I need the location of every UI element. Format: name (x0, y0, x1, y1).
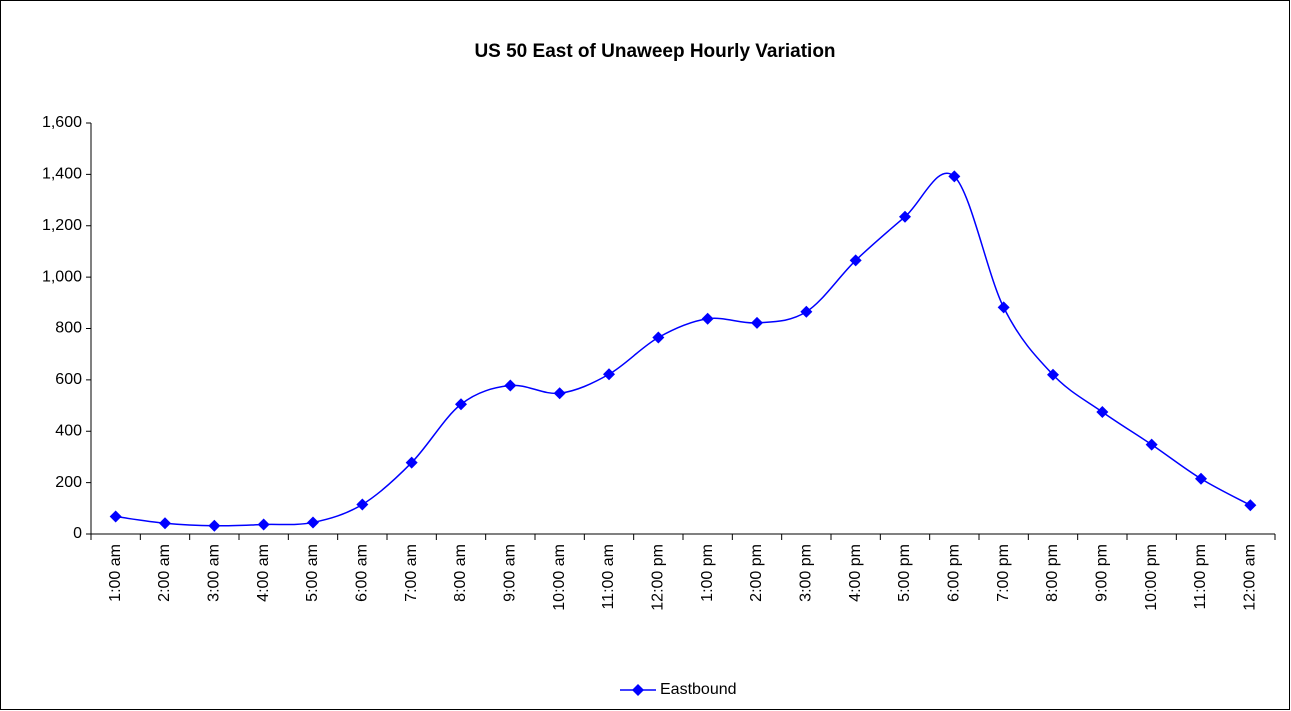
y-tick-label: 1,600 (42, 114, 82, 131)
x-tick-label: 12:00 pm (650, 544, 667, 611)
data-point (997, 301, 1010, 314)
x-tick-label: 6:00 am (354, 544, 371, 602)
x-tick-label: 9:00 pm (1094, 544, 1111, 602)
y-tick-label: 600 (55, 371, 82, 388)
x-tick-label: 3:00 am (206, 544, 223, 602)
y-tick-label: 0 (73, 525, 82, 542)
x-tick-label: 8:00 am (452, 544, 469, 602)
data-point (1195, 472, 1207, 485)
data-point (849, 254, 862, 267)
data-point (948, 170, 961, 183)
x-tick-label: 1:00 am (107, 544, 124, 602)
data-point (1244, 499, 1257, 512)
x-tick-label: 12:00 am (1242, 544, 1259, 611)
data-point (800, 305, 813, 318)
data-point (307, 516, 319, 529)
y-tick-label: 1,000 (42, 268, 82, 285)
data-point (405, 456, 418, 469)
x-tick-label: 11:00 am (600, 544, 617, 610)
y-tick-label: 400 (55, 422, 82, 439)
data-point (652, 331, 665, 344)
data-point (208, 519, 221, 532)
data-point (356, 498, 369, 511)
data-point (455, 398, 467, 411)
x-tick-label: 4:00 pm (847, 544, 864, 602)
x-tick-label: 10:00 pm (1143, 544, 1160, 611)
data-point (1096, 405, 1109, 418)
y-tick-label: 200 (55, 474, 82, 491)
x-tick-label: 4:00 am (255, 544, 272, 602)
x-tick-label: 6:00 pm (946, 544, 963, 602)
x-tick-label: 5:00 am (304, 544, 321, 602)
x-tick-label: 5:00 pm (896, 544, 913, 602)
data-point (603, 368, 615, 381)
data-point (751, 316, 763, 329)
x-tick-label: 11:00 pm (1192, 544, 1209, 610)
data-point (1145, 438, 1158, 451)
data-point (1047, 368, 1059, 381)
x-tick-label: 7:00 am (403, 544, 420, 602)
chart-title: US 50 East of Unaweep Hourly Variation (474, 41, 835, 62)
x-tick-label: 8:00 pm (1044, 544, 1061, 602)
data-point (701, 312, 714, 325)
data-point (109, 510, 122, 523)
legend-label: Eastbound (660, 681, 737, 698)
legend-marker (632, 684, 644, 696)
x-tick-label: 9:00 am (502, 544, 519, 602)
data-point (257, 518, 270, 531)
x-tick-label: 10:00 am (551, 544, 568, 611)
data-point (899, 210, 911, 223)
x-tick-label: 7:00 pm (995, 544, 1012, 602)
x-tick-label: 2:00 pm (748, 544, 765, 602)
data-point (553, 387, 566, 400)
data-point (504, 379, 517, 392)
data-point (159, 517, 171, 530)
y-tick-label: 800 (55, 320, 82, 337)
y-tick-label: 1,200 (42, 217, 82, 234)
x-tick-label: 1:00 pm (699, 544, 716, 602)
x-tick-label: 3:00 pm (798, 544, 815, 602)
y-tick-label: 1,400 (42, 166, 82, 183)
x-tick-label: 2:00 am (156, 544, 173, 602)
